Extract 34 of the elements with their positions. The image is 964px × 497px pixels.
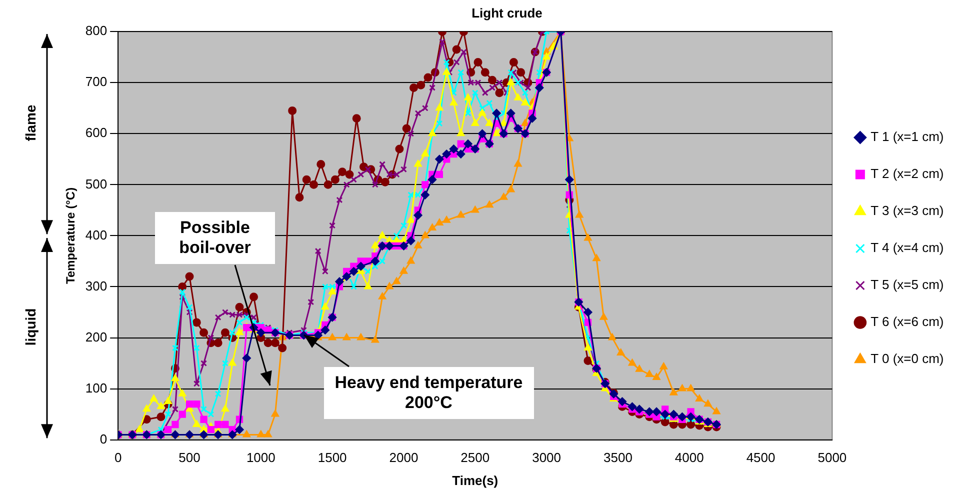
- legend-label: T 4 (x=4 cm): [870, 240, 944, 256]
- legend-label: T 1 (x=1 cm): [870, 129, 944, 144]
- x-axis-title: Time(s): [452, 472, 498, 488]
- x-tick-label: 1000: [246, 450, 276, 466]
- y-tick-label: 200: [85, 329, 108, 344]
- y-tick-label: 300: [85, 278, 108, 294]
- x-tick-label: 4500: [746, 450, 776, 466]
- x-tick-label: 3500: [603, 450, 632, 466]
- x-tick-label: 2500: [460, 450, 490, 466]
- x-tick-label: 500: [178, 450, 200, 466]
- legend-label: T 2 (x=2 cm): [870, 166, 944, 182]
- annotation: Heavy end temperature 200°C: [324, 366, 534, 420]
- x-tick-label: 4000: [674, 450, 704, 466]
- x-tick-label: 5000: [818, 450, 847, 466]
- legend-label: T 3 (x=3 cm): [870, 203, 944, 218]
- legend-label: T 5 (x=5 cm): [870, 277, 944, 292]
- x-tick-label: 3000: [532, 450, 562, 466]
- x-tick-label: 1500: [318, 450, 347, 466]
- y-tick-label: 500: [85, 176, 108, 192]
- y-tick-label: 800: [85, 23, 108, 38]
- text: flame: [22, 105, 38, 142]
- y-tick-label: 400: [85, 227, 108, 242]
- y-tick-label: 100: [85, 380, 108, 396]
- legend-label: T 6 (x=6 cm): [870, 314, 944, 330]
- x-tick-label: 2000: [389, 450, 418, 466]
- y-tick-label: 600: [85, 125, 108, 140]
- x-tick-label: 0: [114, 450, 122, 466]
- y-tick-label: 0: [100, 431, 108, 446]
- text: liquid: [22, 308, 39, 346]
- y-axis-title: Temperature (°C): [64, 187, 78, 284]
- y-tick-label: 700: [85, 74, 108, 90]
- legend-label: T 0 (x=0 cm): [870, 351, 944, 366]
- chart-title: Light crude: [472, 5, 542, 20]
- annotation: Possible boil-over: [155, 212, 275, 264]
